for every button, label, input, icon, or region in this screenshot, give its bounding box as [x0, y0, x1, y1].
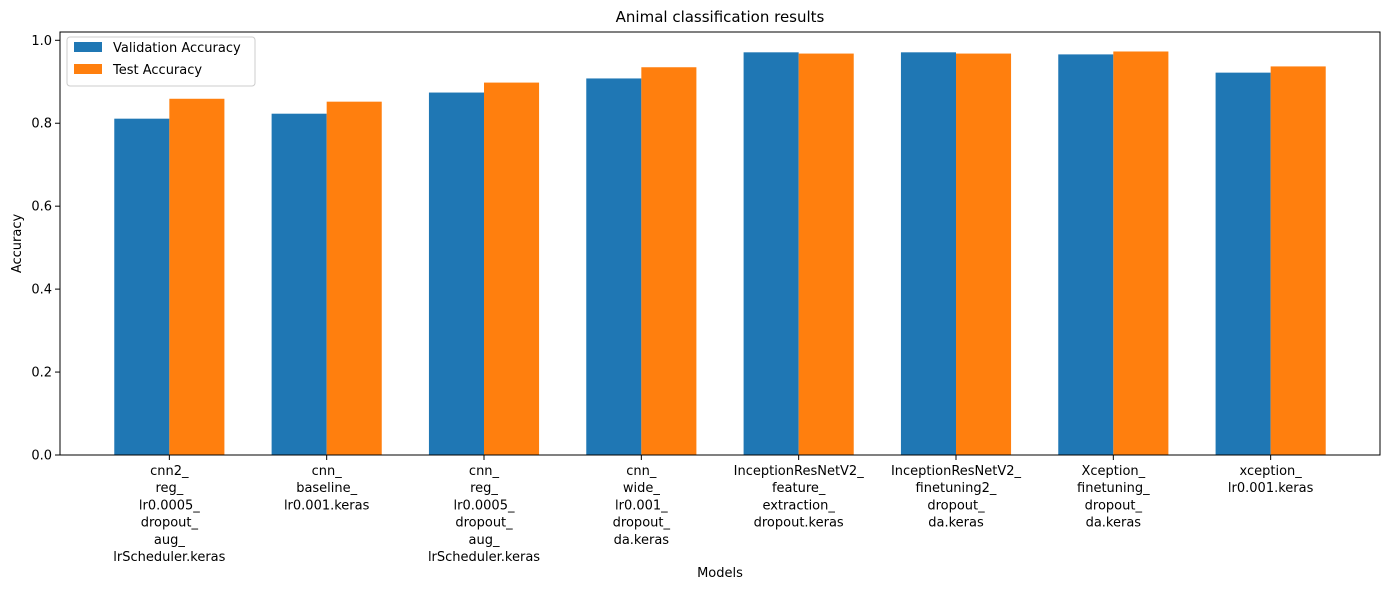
x-tick-label-5: InceptionResNetV2_ finetuning2_ dropout_ da… [891, 464, 1022, 531]
bar-validation-accuracy-6 [1058, 54, 1114, 456]
bar-test-accuracy-4 [798, 53, 854, 456]
x-tick-label-6: Xception_ finetuning_ dropout_ da.keras [1077, 464, 1150, 531]
legend-label-validation-accuracy: Validation Accuracy [113, 41, 241, 56]
x-tick-label-1: cnn_ baseline_ lr0.001.keras [284, 464, 370, 513]
y-tick-label: 0.2 [31, 366, 52, 381]
x-tick-label-0: cnn2_ reg_ lr0.0005_ dropout_ aug_ lrSchedule… [113, 464, 225, 565]
legend-label-test-accuracy: Test Accuracy [112, 63, 202, 78]
bar-validation-accuracy-3 [586, 78, 642, 456]
y-axis-label: Accuracy [10, 214, 25, 274]
bar-test-accuracy-3 [641, 67, 697, 455]
legend-box [66, 36, 256, 87]
legend-swatch-test-accuracy [74, 64, 102, 74]
bar-validation-accuracy-1 [271, 113, 327, 456]
bar-test-accuracy-7 [1270, 66, 1326, 455]
x-tick-label-3: cnn_ wide_ lr0.001_ dropout_ da.keras [613, 464, 671, 548]
legend-swatch-validation-accuracy [74, 42, 102, 52]
legend: Validation Accuracy Test Accuracy [66, 36, 256, 87]
bar-test-accuracy-6 [1113, 51, 1169, 455]
x-tick-label-2: cnn_ reg_ lr0.0005_ dropout_ aug_ lrScheduler… [428, 464, 540, 565]
chart-title: Animal classification results [616, 8, 825, 26]
y-tick-label: 0.0 [31, 449, 52, 464]
bar-test-accuracy-5 [955, 53, 1012, 456]
y-tick-label: 0.4 [31, 283, 52, 298]
plot-frame [59, 31, 1381, 456]
bar-test-accuracy-1 [326, 101, 382, 455]
bar-validation-accuracy-2 [428, 92, 485, 455]
y-tick-label: 0.8 [31, 117, 52, 132]
bar-validation-accuracy-0 [114, 118, 170, 456]
x-tick-label-7: xception_ lr0.001.keras [1228, 464, 1314, 496]
bar-validation-accuracy-5 [900, 52, 956, 455]
bar-validation-accuracy-4 [743, 52, 799, 455]
x-tick-label-4: InceptionResNetV2_ feature_ extraction_ dro… [734, 464, 865, 531]
bar-test-accuracy-2 [484, 82, 540, 455]
y-tick-label: 1.0 [31, 34, 52, 49]
y-tick-label: 0.6 [31, 200, 52, 215]
x-axis-label: Models [697, 566, 743, 581]
bar-validation-accuracy-7 [1215, 72, 1271, 455]
bar-test-accuracy-0 [169, 98, 225, 456]
